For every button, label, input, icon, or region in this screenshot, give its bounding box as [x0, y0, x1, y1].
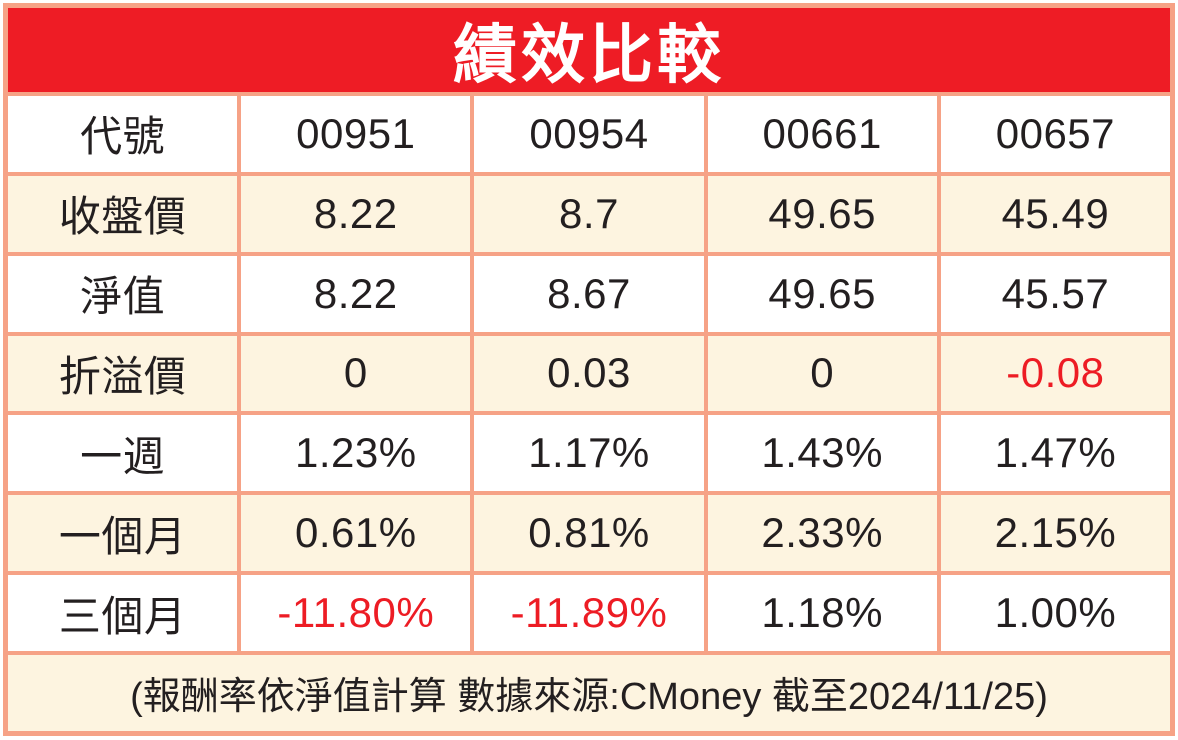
- table-cell: 0.81%: [474, 495, 704, 572]
- table-cell: 0: [241, 335, 471, 412]
- table-cell-negative: -11.80%: [241, 575, 471, 651]
- table-cell: 1.47%: [940, 415, 1170, 492]
- row-label-code: 代號: [8, 96, 238, 172]
- table-cell: 1.18%: [707, 575, 937, 651]
- row-label-nav: 淨值: [8, 255, 238, 332]
- fund-code-3: 00661: [707, 96, 937, 172]
- row-label-one-week: 一週: [8, 415, 238, 492]
- table-cell: 49.65: [707, 255, 937, 332]
- table-cell: 1.23%: [241, 415, 471, 492]
- table-cell: 0.61%: [241, 495, 471, 572]
- row-label-premium-discount: 折溢價: [8, 335, 238, 412]
- fund-code-4: 00657: [940, 96, 1170, 172]
- row-label-one-month: 一個月: [8, 495, 238, 572]
- table-cell: 0: [707, 335, 937, 412]
- table-title: 績效比較: [8, 8, 1170, 92]
- fund-code-1: 00951: [241, 96, 471, 172]
- table-cell: 0.03: [474, 335, 704, 412]
- table-cell: 8.7: [474, 175, 704, 252]
- row-label-three-month: 三個月: [8, 575, 238, 651]
- fund-code-2: 00954: [474, 96, 704, 172]
- table-cell: 8.22: [241, 175, 471, 252]
- table-cell: 45.57: [940, 255, 1170, 332]
- table-cell: 49.65: [707, 175, 937, 252]
- table-cell: 1.17%: [474, 415, 704, 492]
- table-cell: 2.15%: [940, 495, 1170, 572]
- table-cell-negative: -11.89%: [474, 575, 704, 651]
- table-footnote: (報酬率依淨值計算 數據來源:CMoney 截至2024/11/25): [8, 654, 1170, 731]
- table-cell: 8.67: [474, 255, 704, 332]
- row-label-closing-price: 收盤價: [8, 175, 238, 252]
- table-cell: 45.49: [940, 175, 1170, 252]
- table-cell: 1.43%: [707, 415, 937, 492]
- performance-comparison-table: 績效比較 代號 00951 00954 00661 00657 收盤價 8.22…: [3, 3, 1175, 736]
- table-cell: 2.33%: [707, 495, 937, 572]
- table-cell: 8.22: [241, 255, 471, 332]
- table-cell-negative: -0.08: [940, 335, 1170, 412]
- table-cell: 1.00%: [940, 575, 1170, 651]
